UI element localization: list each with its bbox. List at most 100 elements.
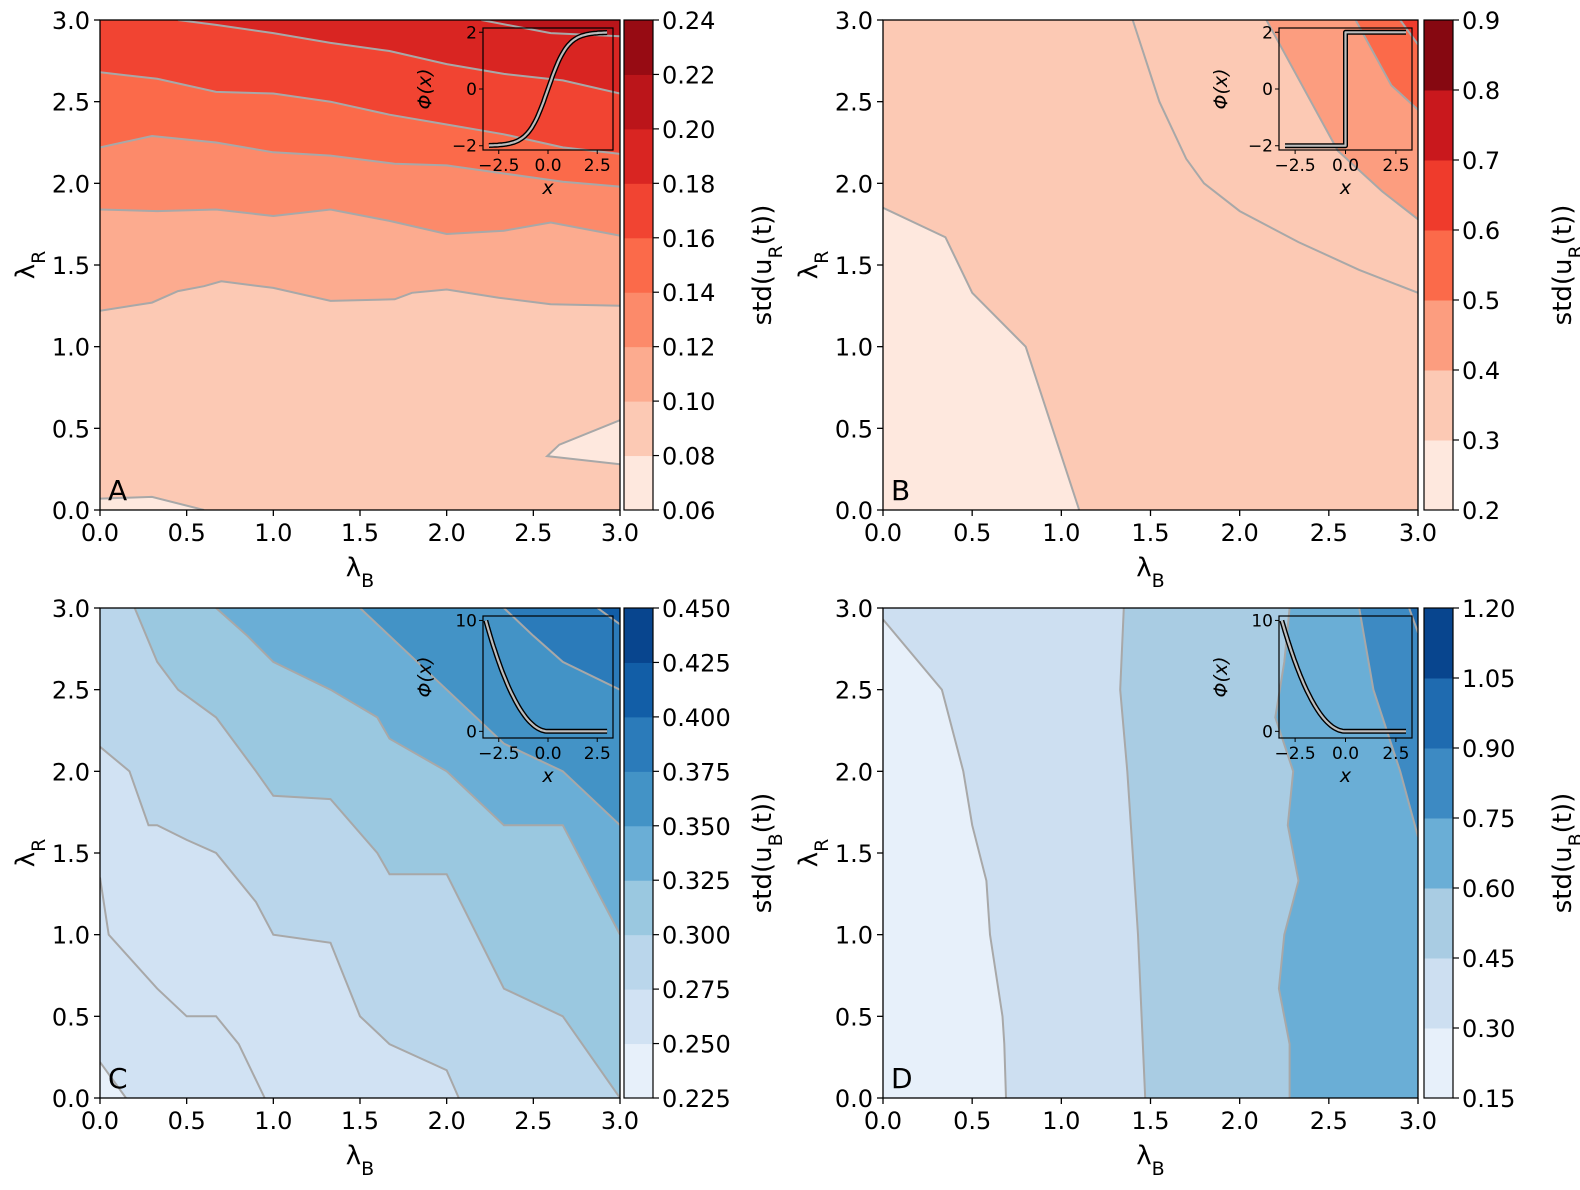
y-tick-label: 1.0	[52, 922, 90, 950]
colorbar-swatch	[1424, 440, 1453, 511]
inset-plot: −2.5 0.0 2.5 0 10 x Φ(x)	[1210, 611, 1413, 787]
y-axis-label: λR	[794, 839, 833, 868]
contour-line	[883, 618, 1007, 1098]
colorbar-swatch	[624, 934, 653, 990]
contour-line	[1265, 20, 1418, 221]
colorbar-label: std(uR(t))	[748, 205, 787, 326]
colorbar-tick-label: 0.400	[662, 704, 731, 732]
panel-letter: D	[891, 1062, 913, 1095]
colorbar-swatch	[1424, 300, 1453, 371]
contour-band	[1266, 20, 1418, 220]
x-axis-label: λB	[346, 1141, 374, 1180]
inset-x-label: x	[541, 765, 554, 787]
x-tick-label: 0.0	[81, 1107, 119, 1135]
panel-c: 0.0 0.5 1.0 1.5 2.0 2.5 3.0 0.0 0.5 1.0 1.5 2.0 2.5 3…	[11, 595, 787, 1180]
colorbar-tick-label: 0.22	[662, 61, 715, 89]
colorbar-tick-label: 0.2	[1462, 497, 1500, 525]
x-axis-label: λB	[1136, 553, 1164, 592]
y-tick-label: 0.5	[52, 1003, 90, 1031]
y-tick-label: 2.5	[835, 89, 873, 117]
contour-line	[1119, 608, 1147, 1098]
colorbar: 0.2 0.3 0.4 0.5 0.6 0.7 0.8 0.9 std(uR(t))	[1423, 7, 1580, 525]
y-tick-label: 0.0	[52, 497, 90, 525]
colorbar-swatch	[624, 183, 653, 239]
colorbar-tick-label: 0.12	[662, 334, 715, 362]
inset-plot: −2.5 0.0 2.5 −2 0 2 x Φ(x)	[1210, 23, 1413, 199]
colorbar: 0.15 0.30 0.45 0.60 0.75 0.90 1.05 1.20 std(uB(t…	[1423, 595, 1580, 1113]
y-tick-label: 2.5	[52, 89, 90, 117]
colorbar-tick-label: 0.5	[1462, 287, 1500, 315]
y-tick-label: 0.0	[835, 1085, 873, 1113]
x-tick-label: 0.5	[953, 1107, 991, 1135]
contour-band	[360, 608, 620, 826]
inset-x-tick-label: 2.5	[584, 156, 611, 176]
contour-line	[133, 608, 620, 1098]
panel-b: 0.0 0.5 1.0 1.5 2.0 2.5 3.0 0.0 0.5 1.0 1.5 2.0 2.5 3…	[794, 7, 1580, 592]
y-tick-label: 0.5	[835, 1003, 873, 1031]
inset-y-label: Φ(x)	[414, 656, 436, 697]
colorbar-swatch	[1424, 370, 1453, 441]
colorbar-tick-label: 0.6	[1462, 217, 1500, 245]
inset-y-tick-label: 0	[466, 80, 477, 100]
colorbar-swatch	[624, 825, 653, 881]
colorbar-tick-label: 0.7	[1462, 147, 1500, 175]
inset-curve	[484, 620, 608, 733]
x-tick-label: 2.0	[428, 519, 466, 547]
x-tick-label: 0.5	[953, 519, 991, 547]
inset-y-tick-label: −2	[1248, 137, 1273, 157]
contour-line	[1274, 608, 1300, 1098]
inset-y-tick-label: 0	[1262, 80, 1273, 100]
colorbar-tick-label: 0.18	[662, 170, 715, 198]
x-tick-label: 2.0	[1221, 1107, 1259, 1135]
inset-x-tick-label: 2.5	[1382, 156, 1409, 176]
x-tick-label: 0.0	[81, 519, 119, 547]
colorbar-tick-label: 0.20	[662, 116, 715, 144]
colorbar-tick-label: 1.20	[1462, 595, 1515, 623]
colorbar-swatch	[1424, 20, 1453, 91]
colorbar-tick-label: 0.14	[662, 279, 715, 307]
colorbar-tick-label: 0.300	[662, 922, 731, 950]
panel-letter: B	[891, 474, 910, 507]
inset-x-label: x	[541, 177, 554, 199]
y-tick-label: 1.5	[835, 840, 873, 868]
contour-line	[100, 134, 620, 188]
y-tick-label: 0.0	[52, 1085, 90, 1113]
inset-y-tick-label: 2	[466, 23, 477, 43]
contour-line	[100, 746, 460, 1098]
contour-line	[177, 20, 620, 95]
contour-line	[544, 419, 620, 466]
colorbar-swatch	[1424, 230, 1453, 301]
x-tick-label: 2.5	[1310, 519, 1348, 547]
colorbar-swatch	[1424, 958, 1453, 1029]
contour-line	[100, 495, 205, 510]
colorbar-tick-label: 1.05	[1462, 665, 1515, 693]
colorbar-tick-label: 0.250	[662, 1031, 731, 1059]
inset-y-label: Φ(x)	[1210, 68, 1232, 109]
colorbar-swatch	[1424, 608, 1453, 679]
colorbar-tick-label: 0.75	[1462, 805, 1515, 833]
inset-x-tick-label: −2.5	[478, 744, 519, 764]
y-tick-label: 2.5	[52, 677, 90, 705]
contour-line	[1354, 20, 1418, 111]
contour-band	[178, 20, 620, 94]
colorbar-tick-label: 0.16	[662, 225, 715, 253]
colorbar-swatch	[1424, 90, 1453, 161]
x-tick-label: 0.5	[168, 519, 206, 547]
colorbar-swatch	[624, 74, 653, 130]
colorbar-swatch	[624, 880, 653, 936]
inset-x-tick-label: 0.0	[534, 156, 561, 176]
colorbar-swatch	[624, 237, 653, 293]
y-tick-label: 2.5	[835, 677, 873, 705]
y-tick-label: 0.5	[835, 415, 873, 443]
colorbar-swatch	[624, 662, 653, 718]
colorbar-tick-label: 0.325	[662, 867, 731, 895]
x-tick-label: 1.0	[254, 1107, 292, 1135]
x-tick-label: 2.5	[1310, 1107, 1348, 1135]
colorbar-swatch	[624, 401, 653, 457]
inset-x-tick-label: 2.5	[1382, 744, 1409, 764]
colorbar-tick-label: 0.375	[662, 758, 731, 786]
colorbar-tick-label: 0.225	[662, 1085, 731, 1113]
colorbar-swatch	[1424, 1028, 1453, 1099]
x-tick-label: 1.5	[341, 1107, 379, 1135]
colorbar-tick-label: 0.4	[1462, 357, 1500, 385]
